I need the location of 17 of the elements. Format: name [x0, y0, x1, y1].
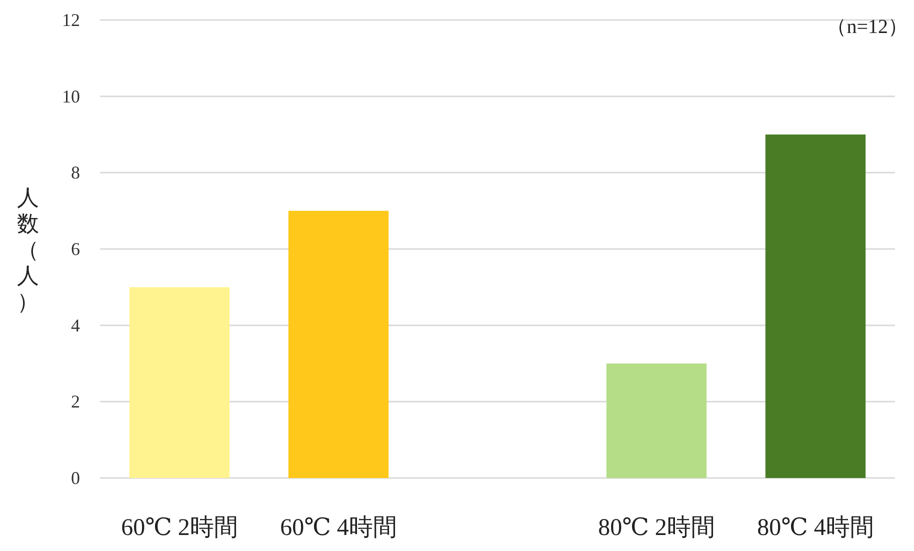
bar: [606, 364, 707, 478]
x-tick-label: 80℃ 2時間: [598, 515, 715, 541]
x-tick-label: 60℃ 4時間: [280, 515, 397, 541]
annotation: （n=12）: [826, 16, 908, 38]
y-tick-label: 4: [71, 315, 80, 336]
bar: [288, 210, 389, 478]
y-tick-label: 12: [62, 10, 80, 30]
y-tick-label: 6: [71, 239, 80, 259]
x-tick-label: 60℃ 2時間: [121, 515, 238, 541]
bar: [765, 134, 866, 478]
y-tick-label: 8: [71, 162, 80, 183]
y-tick-label: 0: [71, 468, 80, 488]
y-tick-label: 2: [71, 392, 80, 412]
y-axis-title: 人数（人）: [17, 185, 39, 314]
y-tick-label: 10: [62, 86, 80, 106]
bar: [129, 287, 230, 478]
x-tick-label: 80℃ 4時間: [757, 515, 874, 541]
